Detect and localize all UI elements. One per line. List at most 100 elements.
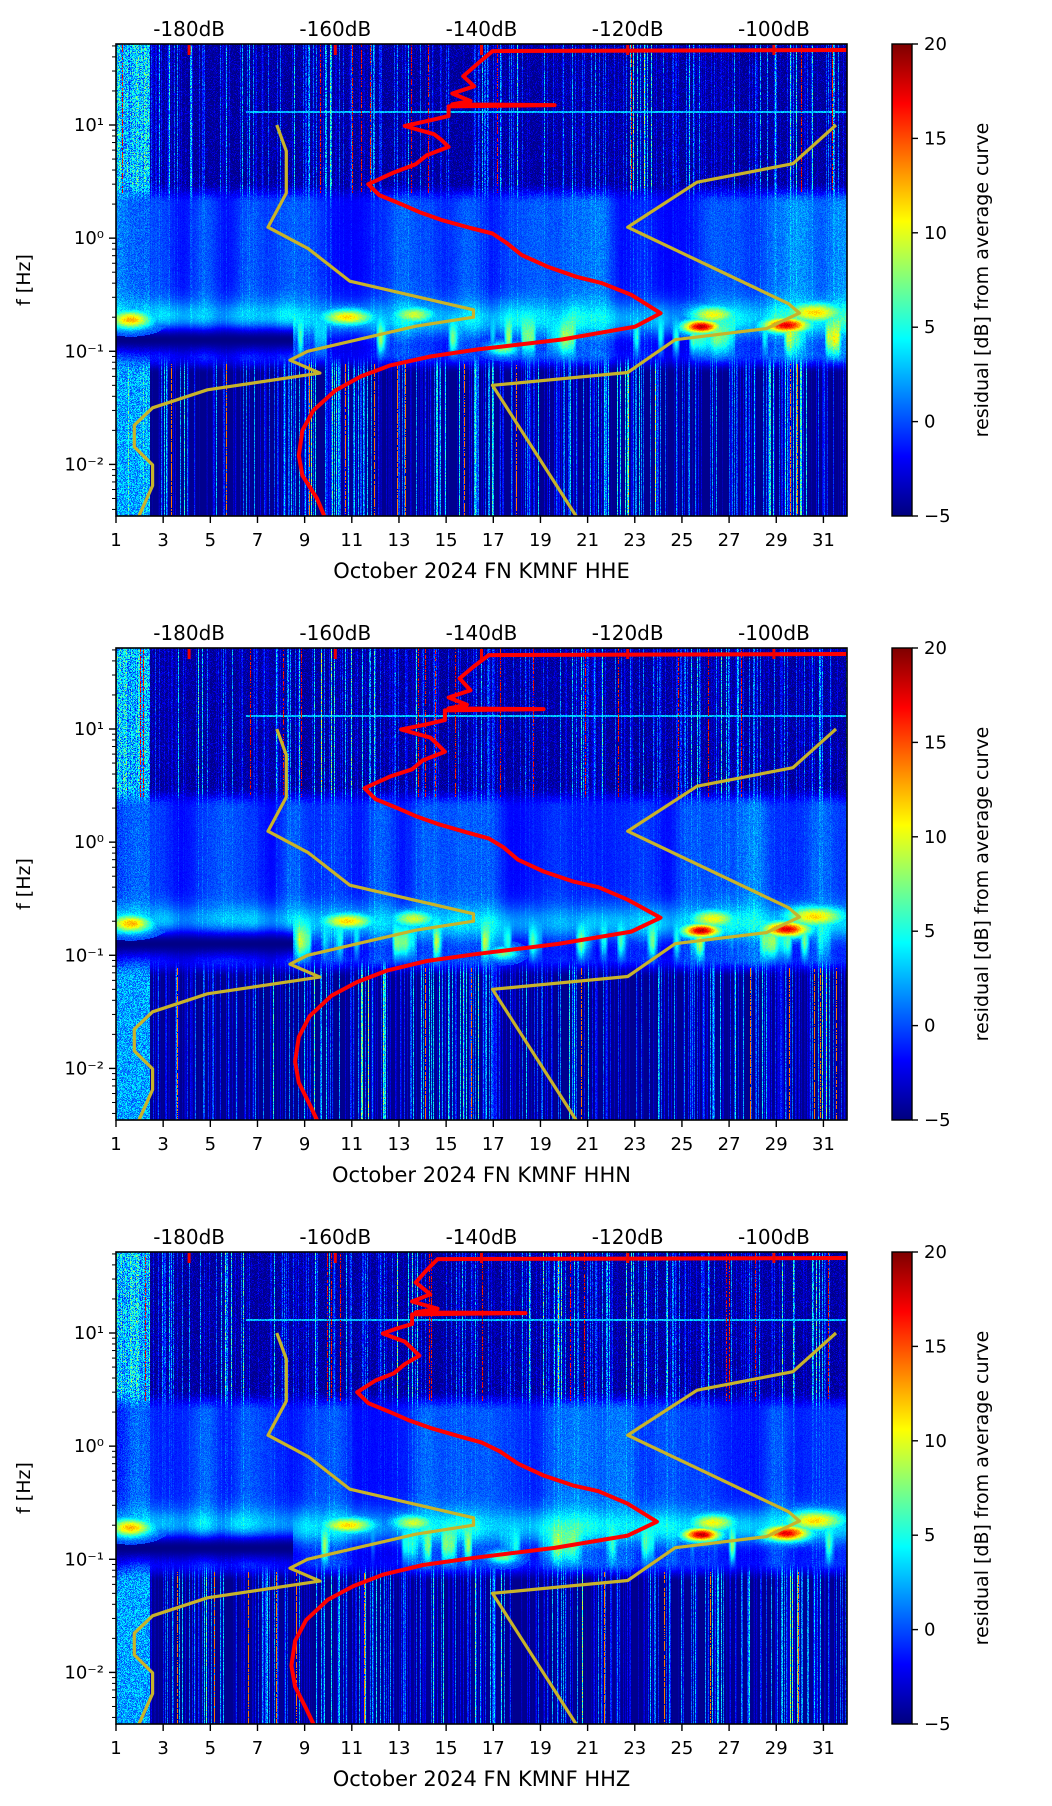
y-tick-label: 10⁻¹: [64, 341, 104, 362]
colorbar-tick-label: 0: [924, 1620, 935, 1641]
colorbar-tick-label: −5: [924, 1714, 951, 1735]
top-db-tick-label: -160dB: [299, 621, 371, 645]
top-db-tick-label: -180dB: [153, 17, 225, 41]
colorbar-tick-label: 15: [924, 1336, 947, 1357]
top-db-tick-label: -100dB: [738, 621, 810, 645]
x-tick-label: 5: [205, 1134, 216, 1155]
colorbar-tick-label: −5: [924, 506, 951, 527]
top-db-tick-label: -180dB: [153, 621, 225, 645]
x-tick-label: 7: [252, 1738, 263, 1759]
colorbar-tick-label: 5: [924, 1525, 935, 1546]
x-tick-label: 21: [576, 530, 599, 551]
x-tick-label: 9: [299, 1134, 310, 1155]
y-tick-label: 10⁰: [74, 228, 104, 249]
x-tick-label: 29: [765, 1134, 788, 1155]
x-tick-label: 15: [435, 1134, 458, 1155]
colorbar-tick-label: 20: [924, 1242, 947, 1263]
x-tick-label: 31: [812, 1134, 835, 1155]
x-tick-label: 25: [670, 1738, 693, 1759]
x-tick-label: 31: [812, 1738, 835, 1759]
x-tick-label: 11: [340, 530, 363, 551]
x-tick-label: 17: [482, 1738, 505, 1759]
top-db-tick-label: -120dB: [592, 621, 664, 645]
colorbar-label: residual [dB] from average curve: [971, 727, 993, 1042]
x-tick-label: 31: [812, 530, 835, 551]
y-tick-label: 10⁻²: [64, 1662, 104, 1683]
x-tick-label: 23: [623, 1134, 646, 1155]
x-tick-label: 19: [529, 530, 552, 551]
y-axis-label: f [Hz]: [13, 1462, 35, 1514]
x-tick-label: 11: [340, 1134, 363, 1155]
x-tick-label: 23: [623, 530, 646, 551]
x-tick-label: 23: [623, 1738, 646, 1759]
y-tick-label: 10¹: [74, 719, 104, 740]
colorbar-tick-label: 20: [924, 34, 947, 55]
top-db-tick-label: -140dB: [446, 1225, 518, 1249]
colorbar-gradient-hhz: [892, 1252, 912, 1724]
x-tick-label: 3: [157, 1134, 168, 1155]
x-tick-label: 5: [205, 530, 216, 551]
colorbar-tick-label: 10: [924, 1431, 947, 1452]
colorbar-tick-label: 20: [924, 638, 947, 659]
y-tick-label: 10⁻¹: [64, 1549, 104, 1570]
x-tick-label: 9: [299, 530, 310, 551]
x-tick-label: 5: [205, 1738, 216, 1759]
top-db-tick-label: -140dB: [446, 17, 518, 41]
colorbar-tick-label: 15: [924, 128, 947, 149]
x-tick-label: 3: [157, 1738, 168, 1759]
x-tick-label: 13: [388, 1134, 411, 1155]
y-tick-label: 10⁻²: [64, 1058, 104, 1079]
panel-xlabel: October 2024 FN KMNF HHN: [332, 1163, 631, 1187]
panel-xlabel: October 2024 FN KMNF HHE: [333, 559, 630, 583]
y-tick-label: 10⁰: [74, 1436, 104, 1457]
spectrogram-heatmap-hhe: [116, 44, 847, 516]
colorbar-tick-label: −5: [924, 1110, 951, 1131]
colorbar-label: residual [dB] from average curve: [971, 1331, 993, 1646]
top-db-tick-label: -120dB: [592, 1225, 664, 1249]
x-tick-label: 7: [252, 1134, 263, 1155]
y-tick-label: 10⁻¹: [64, 945, 104, 966]
y-axis-label: f [Hz]: [13, 254, 35, 306]
x-tick-label: 13: [388, 1738, 411, 1759]
top-db-tick-label: -180dB: [153, 1225, 225, 1249]
x-tick-label: 25: [670, 530, 693, 551]
colorbar-tick-label: 10: [924, 827, 947, 848]
colorbar-tick-label: 0: [924, 1016, 935, 1037]
x-tick-label: 21: [576, 1738, 599, 1759]
x-tick-label: 15: [435, 530, 458, 551]
x-tick-label: 17: [482, 1134, 505, 1155]
top-db-tick-label: -160dB: [299, 17, 371, 41]
colorbar-tick-label: 5: [924, 317, 935, 338]
x-tick-label: 17: [482, 530, 505, 551]
colorbar-gradient-hhe: [892, 44, 912, 516]
x-tick-label: 1: [110, 530, 121, 551]
panel-xlabel: October 2024 FN KMNF HHZ: [333, 1767, 631, 1791]
x-tick-label: 13: [388, 530, 411, 551]
panel-hhe: 1 3 5 7 9 11 13 15 17 19 21 23 25 27 29 31 10¹ 10⁰ 10⁻¹ 10⁻…: [0, 0, 1052, 604]
y-tick-label: 10¹: [74, 115, 104, 136]
x-tick-label: 27: [718, 1738, 741, 1759]
x-tick-label: 21: [576, 1134, 599, 1155]
colorbar-tick-label: 5: [924, 921, 935, 942]
y-tick-label: 10¹: [74, 1323, 104, 1344]
x-tick-label: 25: [670, 1134, 693, 1155]
x-tick-label: 27: [718, 1134, 741, 1155]
colorbar-tick-label: 0: [924, 412, 935, 433]
colorbar-tick-label: 10: [924, 223, 947, 244]
y-axis-label: f [Hz]: [13, 858, 35, 910]
top-db-tick-label: -160dB: [299, 1225, 371, 1249]
x-tick-label: 1: [110, 1134, 121, 1155]
x-tick-label: 7: [252, 530, 263, 551]
spectrogram-heatmap-hhn: [116, 648, 847, 1120]
y-tick-label: 10⁻²: [64, 454, 104, 475]
x-tick-label: 19: [529, 1134, 552, 1155]
top-db-tick-label: -140dB: [446, 621, 518, 645]
panel-hhn: 1 3 5 7 9 11 13 15 17 19 21 23 25 27 29 31 10¹ 10⁰ 10⁻¹ 10⁻…: [0, 604, 1052, 1208]
y-tick-label: 10⁰: [74, 832, 104, 853]
panel-hhz: 1 3 5 7 9 11 13 15 17 19 21 23 25 27 29 31 10¹ 10⁰ 10⁻¹ 10⁻…: [0, 1208, 1052, 1806]
x-tick-label: 3: [157, 530, 168, 551]
x-tick-label: 11: [340, 1738, 363, 1759]
colorbar-gradient-hhn: [892, 648, 912, 1120]
x-tick-label: 29: [765, 1738, 788, 1759]
